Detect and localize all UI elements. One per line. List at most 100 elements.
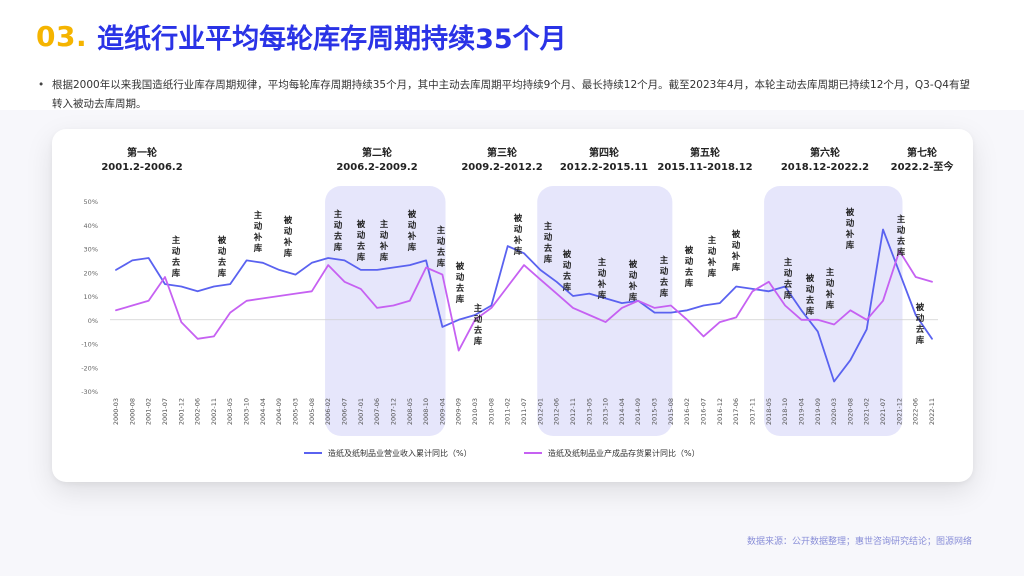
phase-label-char: 补 xyxy=(731,251,741,262)
x-tick-label: 2019-09 xyxy=(814,398,822,425)
summary-text: 根据2000年以来我国造纸行业库存周期规律，平均每轮库存周期持续35个月，其中主… xyxy=(52,79,970,110)
phase-label-char: 去 xyxy=(474,325,483,336)
phase-label-char: 主 xyxy=(897,214,906,225)
phase-label-char: 库 xyxy=(408,242,417,253)
phase-label-char: 库 xyxy=(806,306,815,317)
phase-label-char: 去 xyxy=(806,295,815,306)
phase-label-char: 库 xyxy=(685,278,694,289)
phase-label-char: 库 xyxy=(218,268,227,279)
round-name: 第七轮 xyxy=(907,146,937,159)
x-tick-label: 2012-11 xyxy=(569,398,577,425)
x-tick-label: 2008-10 xyxy=(422,398,430,425)
phase-label-char: 库 xyxy=(254,243,263,254)
round-headers: 第一轮 2001.2-2006.2 第二轮 2006.2-2009.2 第三轮 2009.… xyxy=(101,146,954,173)
phase-label: 被动去库 xyxy=(685,245,694,289)
legend-label: 造纸及纸制品业产成品存货累计同比（%） xyxy=(548,448,700,458)
phase-label-char: 补 xyxy=(379,241,389,252)
x-tick-label: 2007-06 xyxy=(373,398,381,425)
phase-label-char: 动 xyxy=(732,240,741,251)
phase-label-char: 主 xyxy=(254,210,263,221)
x-axis: 2000-03 2000-08 2001-02 2001-07 2001-12 2002-… xyxy=(112,398,936,425)
phase-label: 被动去库 xyxy=(218,235,227,279)
x-tick-label: 2021-02 xyxy=(863,398,871,425)
round-name: 第二轮 xyxy=(362,146,392,159)
phase-label-char: 库 xyxy=(846,240,855,251)
phase-label: 被动去库 xyxy=(563,249,572,293)
series-line-1 xyxy=(115,228,933,383)
x-tick-label: 2007-01 xyxy=(357,398,365,425)
x-tick-label: 2021-12 xyxy=(895,398,903,425)
phase-label-char: 动 xyxy=(456,272,465,283)
data-source: 数据来源：公开数据整理；惠世咨询研究结论；图源网络 xyxy=(746,537,972,547)
x-tick-label: 2018-10 xyxy=(781,398,789,425)
phase-label-char: 动 xyxy=(544,232,553,243)
series-line-2 xyxy=(115,250,933,352)
phase-label-char: 去 xyxy=(660,277,669,288)
phase-label-char: 库 xyxy=(380,252,389,263)
section-number: 03. xyxy=(36,19,88,53)
phase-label-char: 去 xyxy=(357,241,366,252)
phase-label-char: 库 xyxy=(826,300,835,311)
phase-label: 主动去库 xyxy=(544,221,553,265)
legend-label: 造纸及纸制品业营业收入累计同比（%） xyxy=(328,448,472,458)
phase-label-char: 动 xyxy=(218,246,227,257)
phase-label-char: 动 xyxy=(916,313,925,324)
x-tick-label: 2006-02 xyxy=(324,398,332,425)
title-bar: 03. 造纸行业平均每轮库存周期持续35个月 xyxy=(36,14,567,58)
phase-label-char: 主 xyxy=(826,267,835,278)
phase-label-char: 去 xyxy=(784,279,793,290)
phase-label-char: 被 xyxy=(629,259,638,270)
x-tick-label: 2016-07 xyxy=(700,398,708,425)
x-tick-label: 2000-08 xyxy=(128,398,136,425)
x-tick-label: 2015-03 xyxy=(651,398,659,425)
phase-label-char: 库 xyxy=(916,335,925,346)
x-tick-label: 2010-03 xyxy=(471,398,479,425)
phase-label-char: 动 xyxy=(254,221,263,232)
phase-label-char: 去 xyxy=(437,247,446,258)
phase-label-char: 补 xyxy=(253,232,263,243)
phase-label-char: 动 xyxy=(284,226,293,237)
phase-label: 主动去库 xyxy=(172,235,181,279)
round-name: 第三轮 xyxy=(487,146,517,159)
y-tick-label: -30% xyxy=(81,388,98,396)
x-tick-label: 2017-11 xyxy=(748,398,756,425)
phase-label-char: 被 xyxy=(846,207,855,218)
x-tick-label: 2002-06 xyxy=(194,398,202,425)
phase-label-char: 去 xyxy=(897,236,906,247)
phase-label-char: 库 xyxy=(598,290,607,301)
phase-label-char: 动 xyxy=(685,256,694,267)
y-tick-label: 30% xyxy=(84,246,98,254)
x-tick-label: 2008-05 xyxy=(406,398,414,425)
x-tick-label: 2013-10 xyxy=(602,398,610,425)
x-tick-label: 2005-08 xyxy=(308,398,316,425)
phase-label-char: 被 xyxy=(284,215,293,226)
phase-label: 主动去库 xyxy=(660,255,669,299)
phase-label-char: 去 xyxy=(544,243,553,254)
x-tick-label: 2011-07 xyxy=(520,398,528,425)
phase-label-char: 库 xyxy=(437,258,446,269)
phase-label-char: 补 xyxy=(845,229,855,240)
phase-label-char: 被 xyxy=(357,219,366,230)
x-tick-label: 2010-08 xyxy=(487,398,495,425)
phase-label-char: 主 xyxy=(708,235,717,246)
x-tick-label: 2012-01 xyxy=(536,398,544,425)
phase-label-char: 补 xyxy=(628,281,638,292)
phase-label-char: 去 xyxy=(685,267,694,278)
round-range: 2018.12-2022.2 xyxy=(781,162,869,173)
phase-label-char: 补 xyxy=(825,289,835,300)
round-range: 2015.11-2018.12 xyxy=(657,162,752,173)
phase-label: 主动去库 xyxy=(897,214,906,258)
phase-label-char: 主 xyxy=(380,219,389,230)
round-range: 2022.2-至今 xyxy=(891,160,955,173)
phase-label-char: 主 xyxy=(544,221,553,232)
phase-label-char: 动 xyxy=(660,266,669,277)
phase-label-char: 动 xyxy=(598,268,607,279)
